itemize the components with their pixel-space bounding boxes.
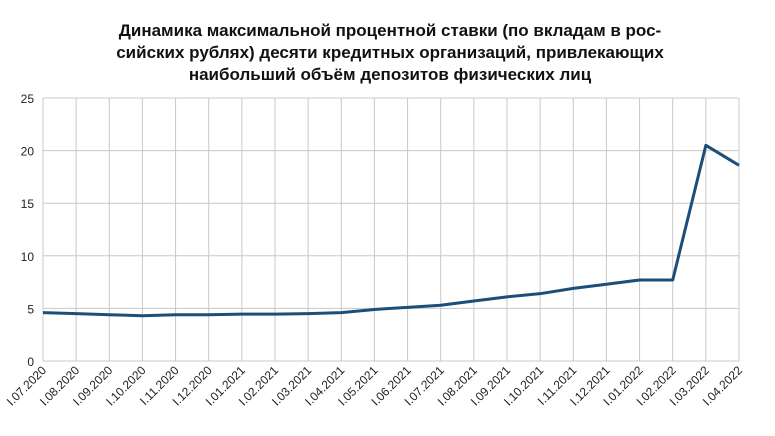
data-line [42, 143, 740, 318]
chart-title: Динамика максимальной процентной ставки … [116, 21, 664, 84]
title-line: сийских рублях) десяти кредитных организ… [116, 43, 664, 62]
y-tick-label: 10 [21, 250, 35, 264]
y-tick-label: 15 [21, 197, 35, 211]
title-line: наибольший объём депозитов физических ли… [189, 65, 592, 84]
y-tick-label: 25 [21, 92, 35, 106]
title-line: Динамика максимальной процентной ставки … [119, 21, 661, 40]
y-tick-label: 20 [21, 145, 35, 159]
y-tick-label: 0 [27, 355, 34, 369]
y-tick-label: 5 [27, 302, 34, 316]
